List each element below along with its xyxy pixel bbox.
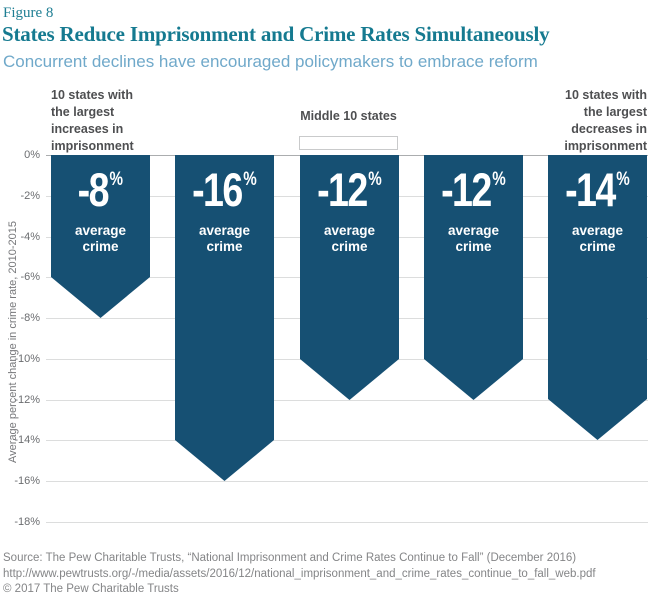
bar-value-number: -12 <box>317 163 367 216</box>
gridline <box>46 522 648 523</box>
y-tick-label: -4% <box>20 231 40 243</box>
percent-sign: % <box>616 169 630 190</box>
percent-sign: % <box>243 169 257 190</box>
bar-decreases-group: -14% average crime <box>548 155 647 440</box>
page-title: States Reduce Imprisonment and Crime Rat… <box>2 22 550 46</box>
group-label-line: imprisonment <box>564 139 647 153</box>
group-label-line: 10 states with <box>565 88 647 102</box>
bar-value-number: -12 <box>441 163 491 216</box>
gridline <box>46 440 648 441</box>
y-axis-title: Average percent change in crime rate, 20… <box>7 221 19 463</box>
bar-sublabel: average crime <box>74 223 127 254</box>
group-label-line: increases in <box>51 122 124 136</box>
y-tick-label: -12% <box>14 394 40 406</box>
bar-value-number: -14 <box>565 163 615 216</box>
percent-sign: % <box>492 169 506 190</box>
group-label-line: the largest <box>51 105 115 119</box>
y-tick-label: 0% <box>24 149 40 161</box>
percent-sign: % <box>109 169 124 190</box>
figure-label: Figure 8 <box>3 5 54 21</box>
bar-value: -8% <box>51 168 150 214</box>
y-tick-label: -8% <box>20 312 40 324</box>
y-tick-label: -10% <box>14 353 40 365</box>
y-tick-label: -6% <box>20 271 40 283</box>
y-tick-label: -14% <box>14 434 40 446</box>
bar-sublabel: average crime <box>198 223 251 254</box>
group-label-largest-increases: 10 states with the largest increases in … <box>51 87 134 155</box>
group-label-largest-decreases: 10 states with the largest decreases in … <box>564 87 647 155</box>
bar-group-4: -12% average crime <box>424 155 523 400</box>
copyright-text: © 2017 The Pew Charitable Trusts <box>3 583 179 595</box>
group-label-line: decreases in <box>571 122 647 136</box>
y-tick-label: -2% <box>20 190 40 202</box>
bar-value: -12% <box>424 168 523 214</box>
y-tick-label: -18% <box>14 516 40 528</box>
gridline <box>46 400 648 401</box>
group-label-line: 10 states with <box>51 88 133 102</box>
bar-sublabel: average crime <box>323 223 376 254</box>
bar-value-number: -8 <box>77 163 109 216</box>
bar-sublabel: average crime <box>447 223 500 254</box>
middle-group-bracket <box>299 136 398 150</box>
bar-value: -16% <box>175 168 274 214</box>
bar-increases-group: -8% average crime <box>51 155 150 318</box>
bar-group-2: -16% average crime <box>175 155 274 481</box>
bar-value-number: -16 <box>192 163 242 216</box>
percent-sign: % <box>368 169 382 190</box>
bar-sublabel: average crime <box>571 223 624 254</box>
bar-middle-group: -12% average crime <box>300 155 399 400</box>
subtitle: Concurrent declines have encouraged poli… <box>3 52 538 71</box>
y-tick-label: -16% <box>14 475 40 487</box>
bar-value: -14% <box>548 168 647 214</box>
group-label-line: the largest <box>583 105 647 119</box>
group-label-line: imprisonment <box>51 139 134 153</box>
group-label-middle: Middle 10 states <box>300 109 397 123</box>
source-text: Source: The Pew Charitable Trusts, “Nati… <box>3 552 596 580</box>
gridline <box>46 481 648 482</box>
bar-value: -12% <box>300 168 399 214</box>
